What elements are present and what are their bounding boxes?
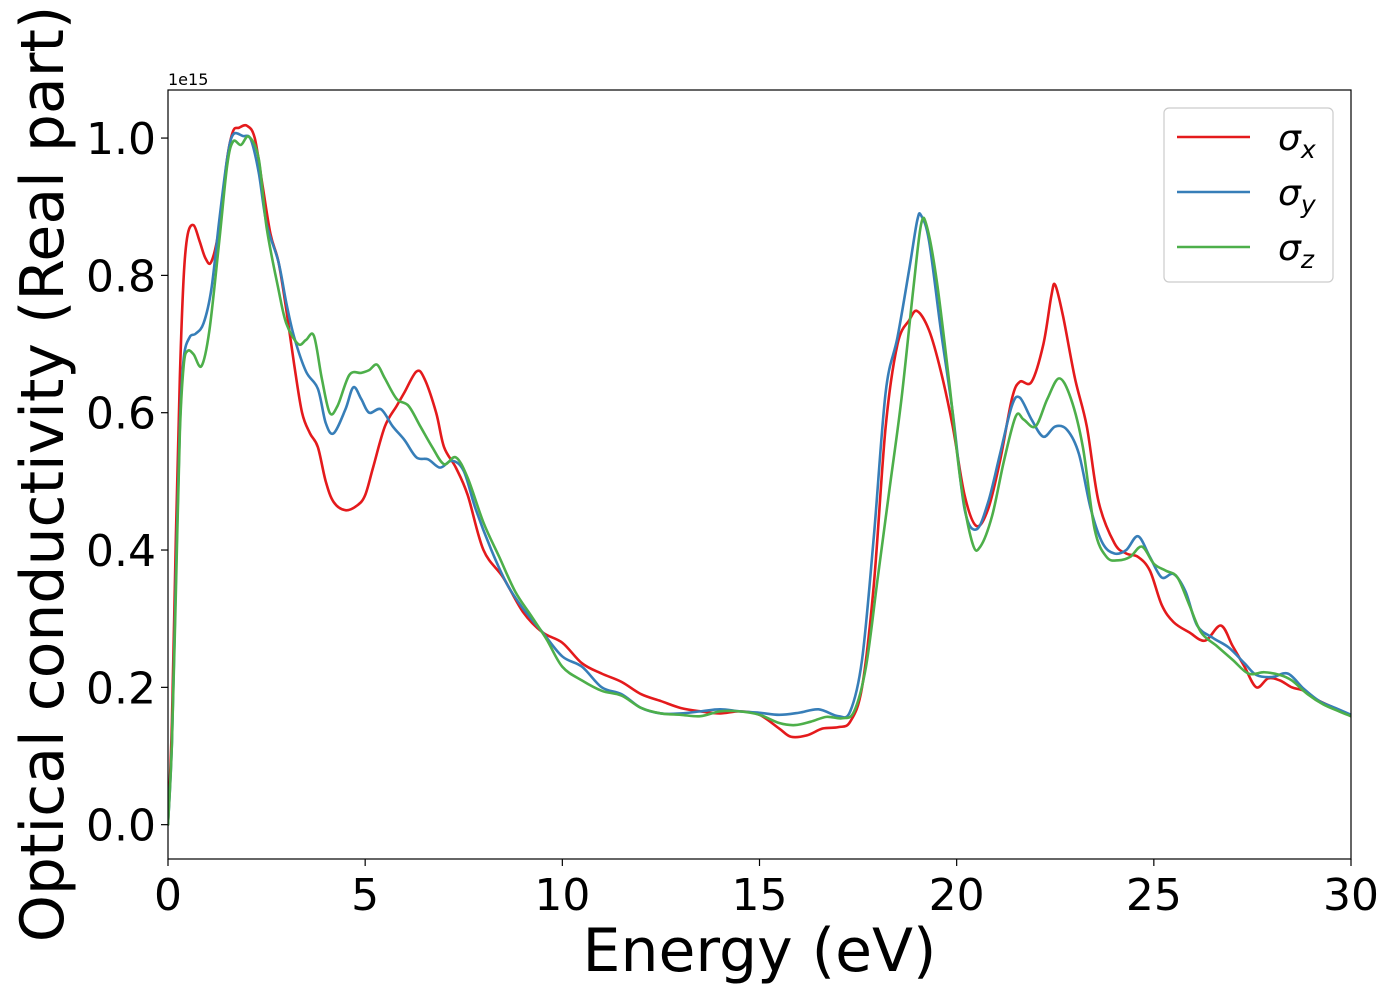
y-offset-label: 1e15 bbox=[168, 70, 208, 89]
legend-label-sigma-y: σy bbox=[1278, 173, 1317, 219]
y-axis-ticks: 0.0 0.2 0.4 0.6 0.8 1.0 bbox=[86, 114, 168, 852]
series-line-sigma-z bbox=[168, 135, 1351, 826]
legend-box bbox=[1163, 107, 1334, 283]
x-axis-label: Energy (eV) bbox=[583, 916, 937, 986]
x-axis-ticks: 0 5 10 15 20 25 30 bbox=[154, 859, 1379, 921]
x-tick-label: 20 bbox=[929, 870, 985, 921]
y-tick-label: 0.2 bbox=[86, 663, 156, 714]
legend-label-sigma-z: σz bbox=[1278, 228, 1315, 274]
legend: σx σy σz bbox=[1163, 107, 1334, 283]
y-tick-label: 0.8 bbox=[86, 251, 156, 302]
series-layer bbox=[168, 123, 1351, 826]
y-axis-label: Optical conductivity (Real part) bbox=[8, 6, 78, 943]
x-tick-label: 5 bbox=[351, 870, 379, 921]
x-tick-label: 25 bbox=[1126, 870, 1182, 921]
y-tick-label: 0.6 bbox=[86, 389, 156, 440]
legend-items: σx σy σz bbox=[1177, 118, 1317, 274]
x-tick-label: 30 bbox=[1323, 870, 1379, 921]
y-tick-label: 0.4 bbox=[86, 526, 156, 577]
y-tick-label: 0.0 bbox=[86, 801, 156, 852]
x-tick-label: 10 bbox=[534, 870, 590, 921]
x-tick-label: 15 bbox=[732, 870, 788, 921]
legend-label-sigma-x: σx bbox=[1278, 118, 1316, 164]
y-tick-label: 1.0 bbox=[86, 114, 156, 165]
x-tick-label: 0 bbox=[154, 870, 182, 921]
